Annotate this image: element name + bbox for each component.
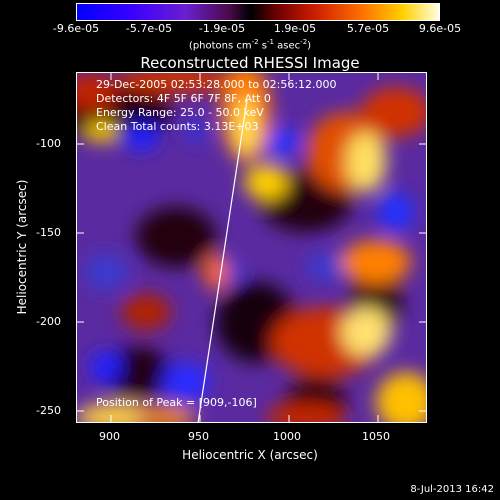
colorbar-tick: -1.9e-05 <box>198 22 246 35</box>
colorbar-tick: 5.7e-05 <box>346 22 390 35</box>
y-tick-label: -100 <box>36 137 61 150</box>
colorbar-units: (photons cm-2 s-1 asec-2) <box>188 38 312 52</box>
time-range-label: 29-Dec-2005 02:53:28.000 to 02:56:12.000 <box>96 78 337 91</box>
y-tick-label: -200 <box>36 315 61 328</box>
rhessi-image <box>76 72 427 423</box>
y-tick-label: -250 <box>36 404 61 417</box>
timestamp-footer: 8-Jul-2013 16:42 <box>410 484 494 495</box>
x-tick-label: 1000 <box>273 430 301 443</box>
detectors-label: Detectors: 4F 5F 6F 7F 8F, Att 0 <box>96 92 271 105</box>
energy-range-label: Energy Range: 25.0 - 50.0 keV <box>96 106 264 119</box>
colorbar-tick: 9.6e-05 <box>418 22 462 35</box>
x-axis-label: Heliocentric X (arcsec) <box>182 448 318 462</box>
colorbar <box>76 3 440 21</box>
y-tick-label: -150 <box>36 226 61 239</box>
colorbar-tick: -5.7e-05 <box>125 22 173 35</box>
clean-counts-label: Clean Total counts: 3.13E+03 <box>96 120 259 133</box>
x-tick-label: 1050 <box>362 430 390 443</box>
peak-position-label: Position of Peak = [909,-106] <box>96 396 257 409</box>
colorbar-tick: -9.6e-05 <box>52 22 100 35</box>
solar-limb-line <box>197 99 248 423</box>
x-tick-label: 950 <box>188 430 209 443</box>
plot-title: Reconstructed RHESSI Image <box>140 54 360 72</box>
x-tick-label: 900 <box>99 430 120 443</box>
colorbar-tick: 1.9e-05 <box>273 22 317 35</box>
y-axis-label: Heliocentric Y (arcsec) <box>15 179 29 315</box>
